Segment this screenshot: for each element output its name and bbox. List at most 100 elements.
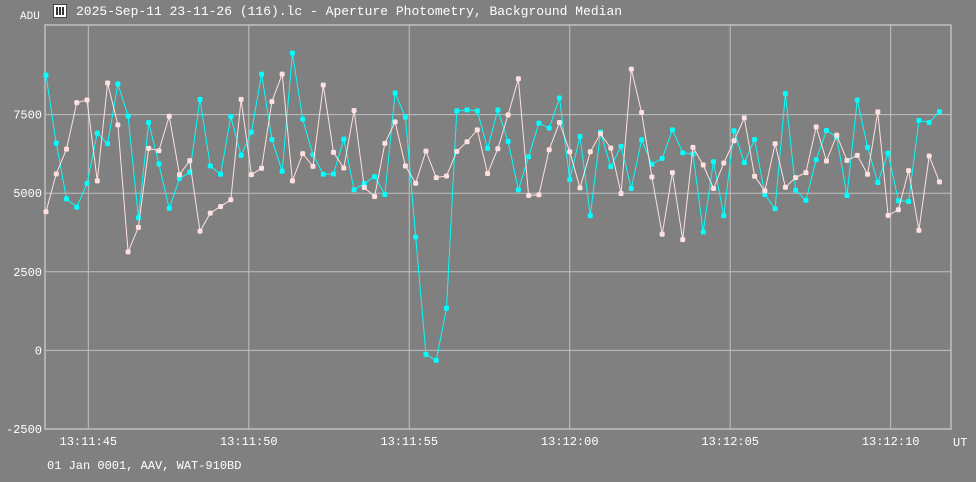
series-2-point [752,173,758,179]
series-1-point [392,90,398,96]
series-2-point [238,96,244,102]
series-1-point [146,120,152,126]
series-1-point [495,107,501,113]
series-1-point [741,160,747,166]
series-2-point [505,112,511,118]
series-1-point [895,198,901,204]
series-2-point [485,171,491,177]
series-2-point [782,184,788,190]
series-2-point [741,115,747,121]
series-2-point [392,119,398,125]
series-1-line [45,53,940,362]
series-2-point [176,172,182,178]
series-2-point [125,249,131,255]
series-1-point [423,351,429,357]
series-2-point [84,97,90,103]
series-1-point [176,176,182,182]
series-1-point [936,109,942,115]
series-1-point [526,154,532,160]
series-2-point [423,148,429,154]
series-2-point [926,153,932,159]
series-1-point [906,198,912,204]
series-2-point [53,171,59,177]
series-1-point [454,108,460,114]
series-1-point [823,127,829,133]
series-2-point [772,141,778,147]
series-2-point [690,144,696,150]
series-1-point [608,164,614,170]
x-tick-label: 13:11:55 [380,435,438,449]
series-1-point [885,150,891,156]
series-1-point [711,159,717,165]
series-1-point [752,136,758,142]
series-1-point [721,213,727,219]
series-2-point [248,172,254,178]
series-2-point [536,192,542,198]
series-2-point [413,180,419,186]
series-2-line [45,68,940,253]
series-2-point [228,197,234,203]
series-2-point [639,110,645,116]
series-2-point [156,148,162,154]
series-2-point [608,145,614,151]
lightcurve-icon [53,4,67,18]
series-1-point [166,205,172,211]
series-2-point [628,66,634,72]
series-2-point [64,146,70,152]
series-1-point [587,213,593,219]
series-1-point [413,234,419,240]
series-2-point [793,175,799,181]
series-1-point [680,150,686,156]
series-1-point [577,133,583,139]
series-1-point [793,187,799,193]
y-tick-label: 5000 [13,187,42,201]
series-1-point [105,141,111,147]
series-2-point [813,124,819,130]
series-1-point [197,96,203,102]
window-title: 2025-Sep-11 23-11-26 (116).lc - Aperture… [76,4,623,19]
series-2-point [844,157,850,163]
series-1-point [207,163,213,169]
series-2-point [598,131,604,137]
series-1-point [361,181,367,187]
series-1-point [341,136,347,142]
series-1-point [259,71,265,77]
series-1-point [567,177,573,183]
series-1-point [74,204,80,210]
series-1-point [669,127,675,133]
series-2-point [474,127,480,133]
series-2-point [361,185,367,191]
series-2-point [556,120,562,126]
series-1-point [269,136,275,142]
series-1-point [433,357,439,363]
series-1-point [84,181,90,187]
series-1-point [248,129,254,135]
series-2-point [680,237,686,243]
series-2-point [567,149,573,155]
series-2-point [659,231,665,237]
series-2-point [433,175,439,181]
series-2-point [351,108,357,114]
series-1-point [94,130,100,136]
series-2-point [587,149,593,155]
x-tick-label: 13:11:45 [60,435,118,449]
series-1-point [505,138,511,144]
series-2-point [700,162,706,168]
y-tick-label: -2500 [6,423,42,437]
series-1-point [556,95,562,101]
series-1-point [515,187,521,193]
series-2-point [731,138,737,144]
series-1-point [228,114,234,120]
series-2-point [310,163,316,169]
series-2-point [526,192,532,198]
series-2-point [515,76,521,82]
x-tick-label: 13:12:05 [701,435,759,449]
series-1-point [402,114,408,120]
series-1-point [372,174,378,180]
series-1-point [690,151,696,157]
series-1-point [485,145,491,151]
series-2-point [207,210,213,216]
series-1-point [700,229,706,235]
series-1-point [474,108,480,114]
series-2-point [895,207,901,213]
